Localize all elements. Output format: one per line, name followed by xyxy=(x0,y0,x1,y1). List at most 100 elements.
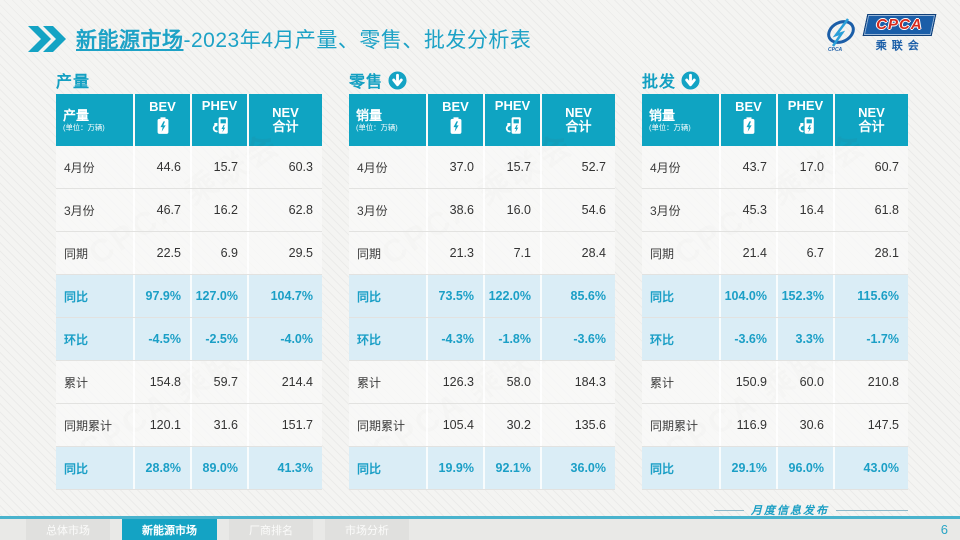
cell-value: 29.5 xyxy=(247,232,322,274)
cell-value: -3.6% xyxy=(719,318,776,360)
table-row: 同期 22.5 6.9 29.5 xyxy=(56,232,322,275)
cell-value: 116.9 xyxy=(719,404,776,446)
header-col-label: BEV xyxy=(442,98,469,114)
cell-value: 7.1 xyxy=(483,232,540,274)
header-unit-label: (单位：万辆) xyxy=(63,122,105,132)
cell-value: 105.4 xyxy=(426,404,483,446)
row-label: 3月份 xyxy=(64,203,95,218)
row-label: 同期 xyxy=(650,246,675,261)
cell-value: 22.5 xyxy=(133,232,190,274)
cell-value: 152.3% xyxy=(776,275,833,317)
row-label: 环比 xyxy=(64,332,89,347)
row-label: 环比 xyxy=(357,332,382,347)
row-label: 环比 xyxy=(650,332,675,347)
header-col-sublabel: 合计 xyxy=(858,119,885,134)
row-label: 累计 xyxy=(64,375,89,390)
cell-value: 59.7 xyxy=(190,361,247,403)
cell-value: 46.7 xyxy=(133,189,190,231)
cell-value: 16.2 xyxy=(190,189,247,231)
header-col-sublabel: 合计 xyxy=(565,119,592,134)
cell-value: 62.8 xyxy=(247,189,322,231)
table-row: 同期累计 105.4 30.2 135.6 xyxy=(349,404,615,447)
header-col-label: NEV xyxy=(272,105,299,120)
cell-value: 52.7 xyxy=(540,146,615,188)
cell-value: 184.3 xyxy=(540,361,615,403)
row-label: 累计 xyxy=(650,375,675,390)
section-title-label: 零售 xyxy=(349,74,384,91)
cpca-logo: CPCA CPCA 乘联会 xyxy=(821,13,937,53)
row-label: 同比 xyxy=(64,461,89,476)
charger-icon xyxy=(209,114,231,141)
table-row: 4月份 37.0 15.7 52.7 xyxy=(349,146,615,189)
cell-value: 36.0% xyxy=(540,447,615,489)
table-row: 同比 73.5% 122.0% 85.6% xyxy=(349,275,615,318)
cell-value: 60.0 xyxy=(776,361,833,403)
battery-icon xyxy=(446,115,466,141)
battery-icon xyxy=(153,115,173,141)
footer-tab-4[interactable]: 市场分析 xyxy=(325,519,409,540)
header-unit-label: (单位：万辆) xyxy=(649,122,691,132)
cell-value: 214.4 xyxy=(247,361,322,403)
title-bar: 新能源市场-2023年4月产量、零售、批发分析表 xyxy=(28,24,531,54)
table-row: 4月份 43.7 17.0 60.7 xyxy=(642,146,908,189)
header-metric-label: 产量 xyxy=(63,107,90,123)
page-number: 6 xyxy=(940,522,948,537)
cell-value: 150.9 xyxy=(719,361,776,403)
cpca-acronym-plate: CPCA xyxy=(863,13,937,36)
cell-value: 58.0 xyxy=(483,361,540,403)
section-title-label: 产量 xyxy=(56,74,91,91)
header-col-nev: NEV 合计 xyxy=(833,94,908,146)
footer-tab-1[interactable]: 总体市场 xyxy=(26,519,110,540)
table-row: 同比 97.9% 127.0% 104.7% xyxy=(56,275,322,318)
header-col-phev: PHEV xyxy=(776,94,833,146)
table-row: 3月份 45.3 16.4 61.8 xyxy=(642,189,908,232)
cell-value: 38.6 xyxy=(426,189,483,231)
cell-value: 97.9% xyxy=(133,275,190,317)
header-metric-label: 销量 xyxy=(356,107,383,123)
row-label: 同期累计 xyxy=(650,418,699,433)
cell-value: 54.6 xyxy=(540,189,615,231)
cell-value: 28.4 xyxy=(540,232,615,274)
cell-value: -4.0% xyxy=(247,318,322,360)
row-label: 同期 xyxy=(64,246,89,261)
table-row: 环比 -3.6% 3.3% -1.7% xyxy=(642,318,908,361)
cell-value: 16.4 xyxy=(776,189,833,231)
header-unit-label: (单位：万辆) xyxy=(356,122,398,132)
header-col-nev: NEV 合计 xyxy=(247,94,322,146)
cell-value: 30.6 xyxy=(776,404,833,446)
table-row: 同期累计 120.1 31.6 151.7 xyxy=(56,404,322,447)
footer-tab-2[interactable]: 新能源市场 xyxy=(122,519,217,540)
cpca-acronym: CPCA xyxy=(876,15,924,33)
cell-value: 210.8 xyxy=(833,361,908,403)
header-col-label: NEV xyxy=(858,105,885,120)
table-header-wholesale: 销量 (单位：万辆) BEV PHEV NEV 合计 xyxy=(642,94,908,146)
header-row-label-cell: 产量 (单位：万辆) xyxy=(56,94,133,146)
table-row: 同比 28.8% 89.0% 41.3% xyxy=(56,447,322,490)
cell-value: 31.6 xyxy=(190,404,247,446)
cpca-name: 乘联会 xyxy=(875,39,924,52)
cell-value: 15.7 xyxy=(190,146,247,188)
cell-value: 15.7 xyxy=(483,146,540,188)
table-row: 同比 19.9% 92.1% 36.0% xyxy=(349,447,615,490)
cell-value: 29.1% xyxy=(719,447,776,489)
publish-right-rule xyxy=(836,509,908,511)
cell-value: 43.0% xyxy=(833,447,908,489)
table-row: 同期 21.3 7.1 28.4 xyxy=(349,232,615,275)
footer-tab-bar: 总体市场 新能源市场 厂商排名 市场分析 xyxy=(0,519,960,540)
table-row: 环比 -4.5% -2.5% -4.0% xyxy=(56,318,322,361)
row-label: 3月份 xyxy=(650,203,681,218)
battery-icon xyxy=(739,115,759,141)
header-col-nev: NEV 合计 xyxy=(540,94,615,146)
cell-value: 45.3 xyxy=(719,189,776,231)
cell-value: 6.7 xyxy=(776,232,833,274)
row-label: 同比 xyxy=(64,289,89,304)
table-row: 同期 21.4 6.7 28.1 xyxy=(642,232,908,275)
table-row: 累计 126.3 58.0 184.3 xyxy=(349,361,615,404)
footer-tab-3[interactable]: 厂商排名 xyxy=(229,519,313,540)
table-row: 同比 104.0% 152.3% 115.6% xyxy=(642,275,908,318)
publish-label-group: 月度信息发布 xyxy=(714,502,908,518)
cell-value: 127.0% xyxy=(190,275,247,317)
